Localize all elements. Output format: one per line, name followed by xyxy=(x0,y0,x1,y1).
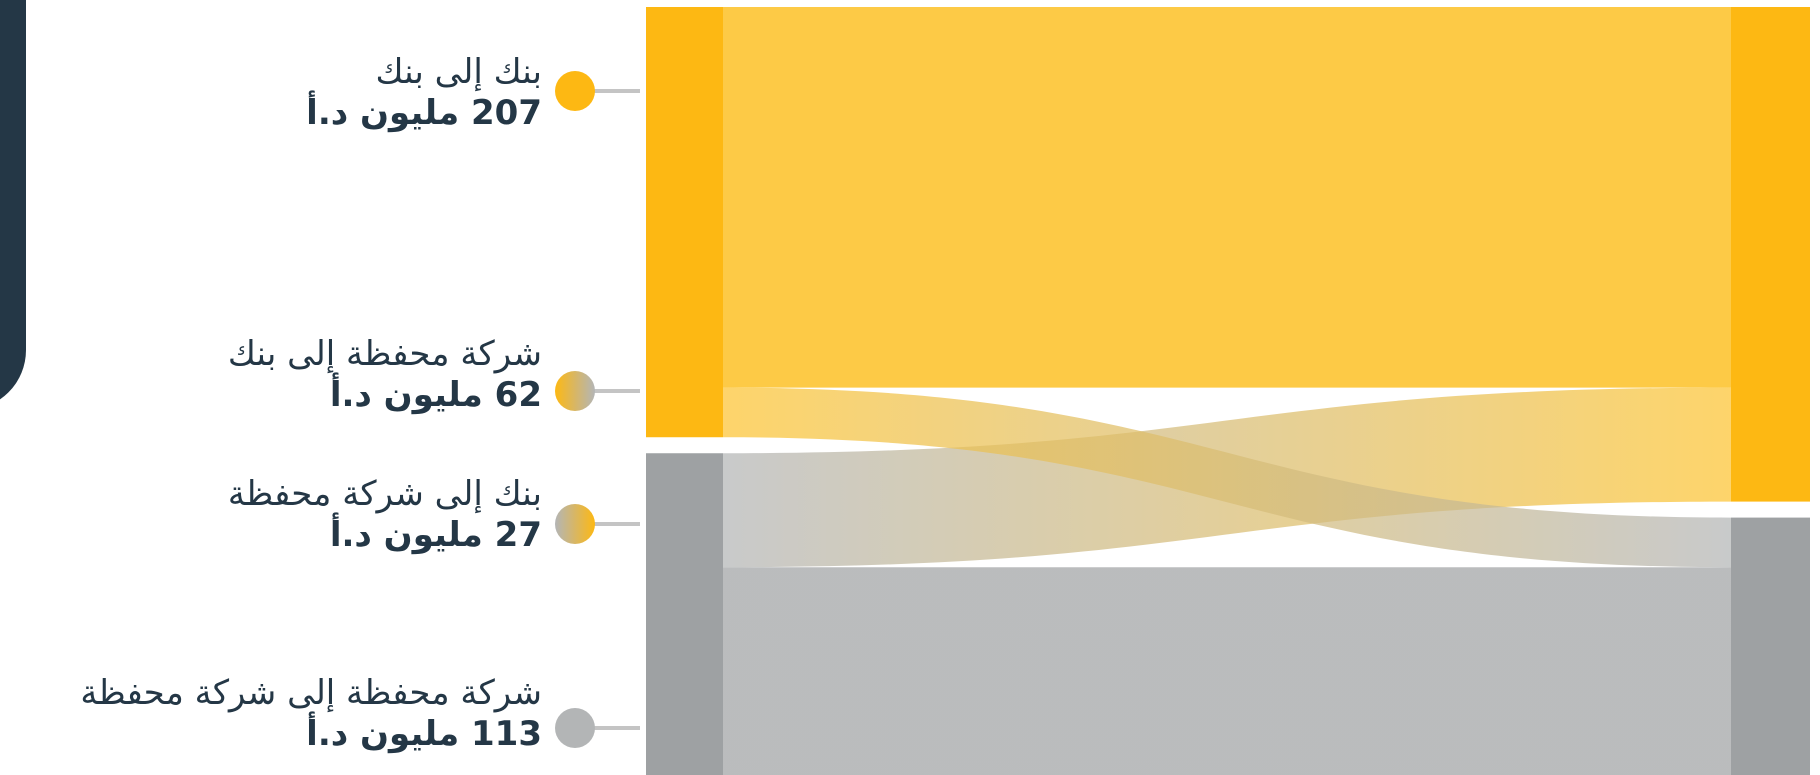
flow-value: 62 مليون د.أ xyxy=(329,374,542,415)
flow-marker-dot xyxy=(555,504,595,544)
flow-bands xyxy=(723,7,1731,775)
flow-band xyxy=(723,567,1731,775)
flow-name: بنك إلى بنك xyxy=(375,52,542,92)
target-node xyxy=(1731,517,1810,775)
source-node xyxy=(646,453,723,775)
flow-value: 27 مليون د.أ xyxy=(329,514,542,555)
flow-marker-dot xyxy=(555,71,595,111)
flow-name: شركة محفظة إلى بنك xyxy=(227,334,542,374)
flow-label-portfolio-to-bank: شركة محفظة إلى بنك 62 مليون د.أ xyxy=(228,334,542,416)
flow-value: 113 مليون د.أ xyxy=(306,713,542,754)
source-node xyxy=(646,7,723,438)
flow-name: بنك إلى شركة محفظة xyxy=(227,474,542,514)
flow-band xyxy=(723,387,1731,568)
flow-label-bank-to-portfolio: بنك إلى شركة محفظة 27 مليون د.أ xyxy=(228,474,542,556)
flow-label-bank-to-bank: بنك إلى بنك 207 مليون د.أ xyxy=(306,52,542,134)
side-panel-decoration xyxy=(0,0,26,410)
flow-value: 207 مليون د.أ xyxy=(306,92,542,133)
flow-marker-dot xyxy=(555,708,595,748)
target-node xyxy=(1731,7,1810,502)
flow-marker-dot xyxy=(555,371,595,411)
flow-label-portfolio-to-portfolio: شركة محفظة إلى شركة محفظة 113 مليون د.أ xyxy=(80,673,542,755)
flow-band xyxy=(723,7,1731,388)
flow-name: شركة محفظة إلى شركة محفظة xyxy=(80,673,542,713)
